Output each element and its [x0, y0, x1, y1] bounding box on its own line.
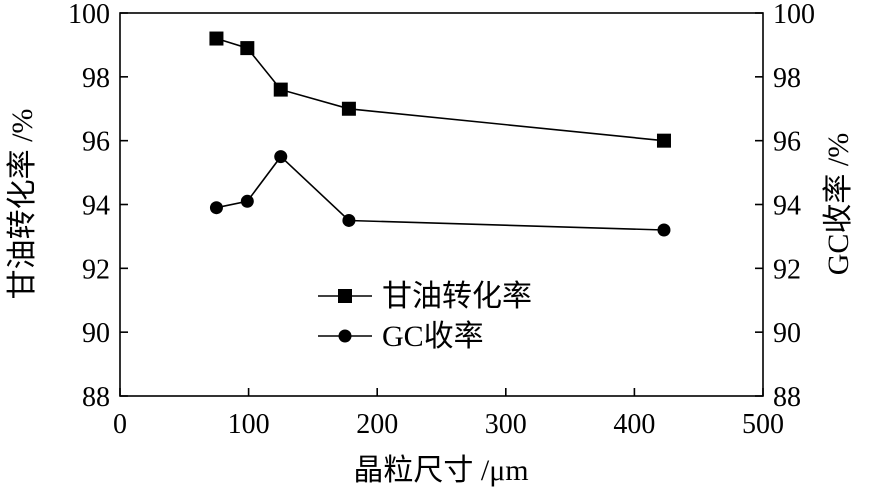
y-tick-label-right: 94	[773, 191, 801, 222]
y-tick-label-left: 100	[68, 0, 110, 30]
data-point-circle	[209, 201, 223, 215]
y-tick-label-right: 96	[773, 127, 801, 158]
y-tick-label-left: 96	[82, 127, 110, 158]
data-point-circle	[274, 150, 288, 164]
y-tick-label-right: 90	[773, 318, 801, 349]
series-layer	[209, 31, 671, 237]
x-tick-label: 200	[356, 409, 398, 440]
x-axis-title: 晶粒尺寸 /μm	[353, 454, 528, 487]
legend-marker-circle	[338, 329, 352, 343]
data-point-square	[209, 31, 224, 46]
ticks	[119, 12, 764, 397]
x-tick-label: 300	[485, 409, 527, 440]
y-tick-label-left: 90	[82, 318, 110, 349]
y-tick-label-right: 88	[773, 382, 801, 413]
legend-label-yield: GC收率	[382, 320, 484, 353]
legend: 甘油转化率 GC收率	[318, 280, 532, 353]
x-tick-label: 100	[228, 409, 270, 440]
data-point-circle	[342, 213, 356, 227]
x-tick-label: 500	[742, 409, 784, 440]
legend-label-conversion: 甘油转化率	[382, 280, 532, 313]
y-tick-label-left: 98	[82, 63, 110, 94]
data-point-circle	[240, 194, 254, 208]
series-line-1	[216, 155, 665, 231]
x-tick-label: 400	[613, 409, 655, 440]
y-tick-label-left: 94	[82, 191, 110, 222]
data-point-square	[240, 41, 255, 56]
data-point-circle	[657, 223, 671, 237]
tick-labels: 0 100 200 300 400 500889092949698100889092949…	[68, 0, 815, 440]
x-tick-label: 0	[113, 409, 127, 440]
data-point-square	[273, 82, 288, 97]
data-point-square	[341, 101, 356, 116]
y-tick-label-right: 100	[773, 0, 815, 30]
data-point-square	[656, 133, 671, 148]
legend-marker-square	[338, 289, 352, 303]
y-axis-title-left: 甘油转化率 /%	[6, 109, 39, 300]
y-axis-title-right: GC收率 /%	[822, 133, 855, 276]
y-tick-label-right: 92	[773, 254, 801, 285]
y-tick-label-right: 98	[773, 63, 801, 94]
y-tick-label-left: 88	[82, 382, 110, 413]
y-tick-label-left: 92	[82, 254, 110, 285]
